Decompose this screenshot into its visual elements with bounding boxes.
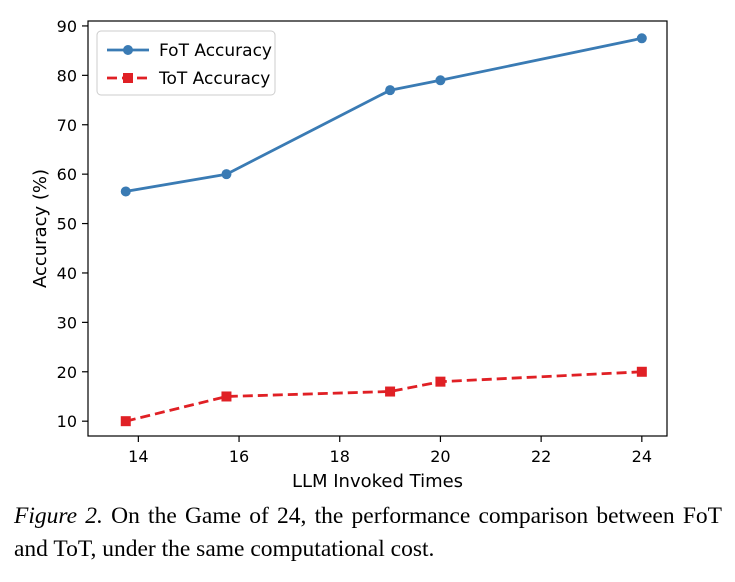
y-axis-label: Accuracy (%) — [30, 169, 51, 288]
data-point-1 — [435, 376, 446, 387]
y-tick-label: 90 — [57, 17, 77, 36]
data-point-0 — [636, 33, 647, 44]
data-point-1 — [221, 391, 232, 402]
x-tick-label: 16 — [229, 447, 249, 466]
legend-marker-0 — [123, 45, 133, 55]
legend-marker-1 — [123, 73, 133, 83]
x-tick-label: 18 — [330, 447, 350, 466]
accuracy-line-chart: 14 16 18 20 22 24 10 20 30 40 50 60 70 80 90 LLM Invoke… — [30, 17, 668, 492]
y-tick-label: 20 — [57, 363, 77, 382]
y-tick-label: 40 — [57, 264, 77, 283]
legend-label-0: FoT Accuracy — [159, 41, 272, 61]
plot-frame — [87, 20, 668, 437]
data-point-1 — [120, 416, 131, 427]
legend-label-1: ToT Accuracy — [158, 69, 270, 89]
caption-text: On the Game of 24, the performance compa… — [14, 503, 722, 562]
y-tick-label: 80 — [57, 66, 77, 85]
x-tick-label: 20 — [430, 447, 450, 466]
figure-caption: Figure 2. On the Game of 24, the perform… — [14, 500, 722, 566]
y-tick-label: 30 — [57, 313, 77, 332]
x-tick-label: 14 — [128, 447, 148, 466]
x-tick-label: 24 — [632, 447, 652, 466]
data-point-0 — [120, 186, 131, 197]
figure-label: Figure 2. — [14, 503, 103, 529]
data-point-1 — [636, 366, 647, 377]
y-tick-label: 50 — [57, 215, 77, 234]
y-tick-label: 60 — [57, 165, 77, 184]
data-point-0 — [385, 85, 396, 96]
data-point-0 — [435, 75, 446, 86]
y-tick-label: 10 — [57, 412, 77, 431]
data-point-1 — [385, 386, 396, 397]
x-tick-label: 22 — [531, 447, 551, 466]
legend: FoT Accuracy ToT Accuracy — [96, 30, 276, 96]
x-axis-label: LLM Invoked Times — [292, 471, 463, 492]
data-point-0 — [221, 169, 232, 180]
series-line-1 — [125, 370, 642, 423]
y-tick-label: 70 — [57, 116, 77, 135]
